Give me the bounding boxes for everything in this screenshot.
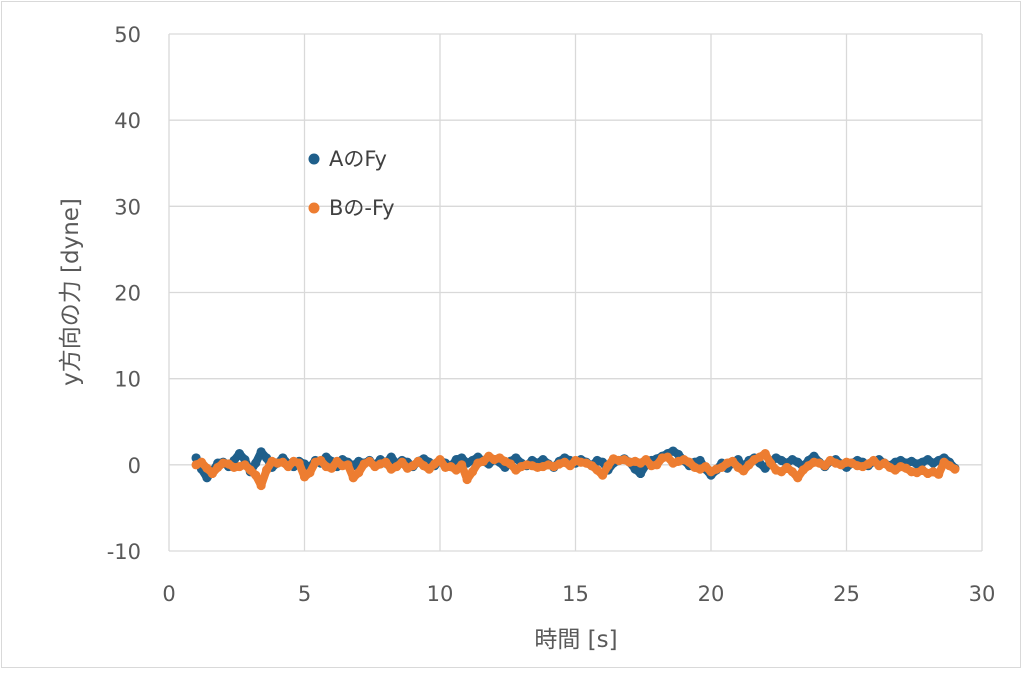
legend-marker-b xyxy=(308,202,320,214)
data-point xyxy=(207,468,217,479)
x-tick-label: 10 xyxy=(427,582,454,606)
data-point xyxy=(787,467,797,477)
legend-item-b: Bの-Fy xyxy=(308,196,395,220)
legend-marker-a xyxy=(308,153,320,165)
y-tick-label: 50 xyxy=(114,23,141,47)
data-point xyxy=(316,455,326,466)
data-point xyxy=(695,455,705,466)
y-tick-label: 30 xyxy=(114,195,141,219)
y-tick-label: -10 xyxy=(107,540,141,564)
data-point xyxy=(738,466,749,476)
x-tick-labels: 0 5 10 15 20 25 30 xyxy=(162,582,995,606)
data-point xyxy=(934,469,944,479)
series-b xyxy=(191,449,960,491)
data-point xyxy=(294,458,304,468)
data-point xyxy=(354,467,364,478)
data-point xyxy=(251,458,261,468)
data-point xyxy=(603,461,613,471)
data-point xyxy=(641,455,651,465)
x-tick-label: 5 xyxy=(298,582,311,606)
y-tick-label: 40 xyxy=(114,109,141,133)
data-point xyxy=(505,459,516,469)
x-axis-title: 時間 [s] xyxy=(534,627,617,653)
data-point xyxy=(381,457,391,467)
series-layer xyxy=(191,446,960,491)
x-tick-label: 20 xyxy=(698,582,725,606)
data-point xyxy=(760,449,770,459)
data-point xyxy=(305,467,315,478)
y-tick-label: 10 xyxy=(114,368,141,392)
legend-label-a: AのFy xyxy=(329,147,387,171)
gridlines xyxy=(168,33,983,552)
x-tick-label: 25 xyxy=(833,582,860,606)
y-axis-title: y方向の力 [dyne] xyxy=(58,198,84,386)
data-point xyxy=(256,447,266,457)
x-tick-label: 30 xyxy=(969,582,996,606)
data-point xyxy=(467,467,478,477)
x-tick-label: 0 xyxy=(162,582,175,606)
legend: AのFy Bの-Fy xyxy=(308,147,395,220)
data-point xyxy=(196,457,207,467)
data-point xyxy=(251,470,261,480)
y-tick-label: 0 xyxy=(128,454,141,478)
data-point xyxy=(435,455,445,465)
legend-item-a: AのFy xyxy=(308,147,387,171)
x-tick-label: 15 xyxy=(562,582,589,606)
data-point xyxy=(327,463,337,473)
y-tick-labels: -10 0 10 20 30 40 50 xyxy=(107,23,141,564)
data-point xyxy=(663,452,673,462)
data-point xyxy=(950,464,960,474)
data-point xyxy=(343,460,353,470)
data-point xyxy=(766,458,776,468)
data-point xyxy=(397,457,407,467)
data-point xyxy=(256,480,266,491)
data-point xyxy=(462,474,472,485)
data-point xyxy=(652,460,662,470)
data-point xyxy=(261,465,272,475)
data-point xyxy=(793,473,803,483)
data-point xyxy=(728,456,738,466)
data-point xyxy=(635,468,646,479)
legend-label-b: Bの-Fy xyxy=(329,196,395,220)
y-tick-label: 20 xyxy=(114,282,141,306)
data-point xyxy=(234,449,245,459)
data-point xyxy=(457,460,467,470)
data-point xyxy=(598,470,608,480)
